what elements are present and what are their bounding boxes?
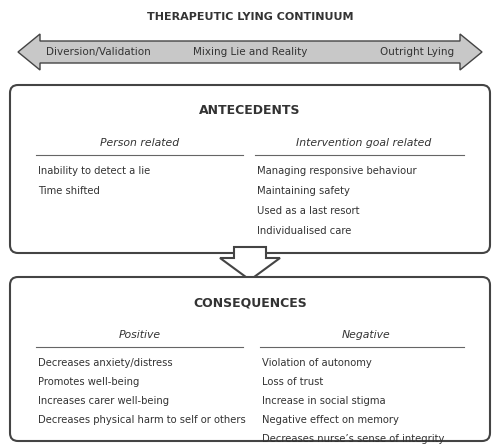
Text: Inability to detect a lie: Inability to detect a lie bbox=[38, 166, 150, 176]
FancyBboxPatch shape bbox=[10, 277, 490, 441]
Text: Individualised care: Individualised care bbox=[257, 226, 352, 236]
Text: Decreases physical harm to self or others: Decreases physical harm to self or other… bbox=[38, 415, 246, 425]
Text: Time shifted: Time shifted bbox=[38, 186, 100, 196]
Text: Violation of autonomy: Violation of autonomy bbox=[262, 358, 372, 368]
Text: Negative: Negative bbox=[342, 330, 390, 340]
Polygon shape bbox=[18, 34, 482, 70]
Text: Outright Lying: Outright Lying bbox=[380, 47, 454, 57]
Text: Positive: Positive bbox=[118, 330, 160, 340]
Text: Increase in social stigma: Increase in social stigma bbox=[262, 396, 386, 406]
FancyBboxPatch shape bbox=[10, 85, 490, 253]
Text: Managing responsive behaviour: Managing responsive behaviour bbox=[257, 166, 416, 176]
Text: CONSEQUENCES: CONSEQUENCES bbox=[193, 296, 307, 310]
Text: ANTECEDENTS: ANTECEDENTS bbox=[199, 105, 301, 117]
Text: Maintaining safety: Maintaining safety bbox=[257, 186, 350, 196]
Text: Used as a last resort: Used as a last resort bbox=[257, 206, 360, 216]
Text: Decreases nurse’s sense of integrity: Decreases nurse’s sense of integrity bbox=[262, 434, 444, 444]
Text: Increases carer well-being: Increases carer well-being bbox=[38, 396, 169, 406]
Text: Promotes well-being: Promotes well-being bbox=[38, 377, 140, 387]
Polygon shape bbox=[220, 247, 280, 280]
Text: Decreases anxiety/distress: Decreases anxiety/distress bbox=[38, 358, 172, 368]
Text: Loss of trust: Loss of trust bbox=[262, 377, 323, 387]
Text: Negative effect on memory: Negative effect on memory bbox=[262, 415, 399, 425]
Text: THERAPEUTIC LYING CONTINUUM: THERAPEUTIC LYING CONTINUUM bbox=[147, 12, 353, 22]
Text: Intervention goal related: Intervention goal related bbox=[296, 138, 431, 148]
Text: Diversion/Validation: Diversion/Validation bbox=[46, 47, 151, 57]
Text: Person related: Person related bbox=[100, 138, 179, 148]
Text: Mixing Lie and Reality: Mixing Lie and Reality bbox=[193, 47, 307, 57]
